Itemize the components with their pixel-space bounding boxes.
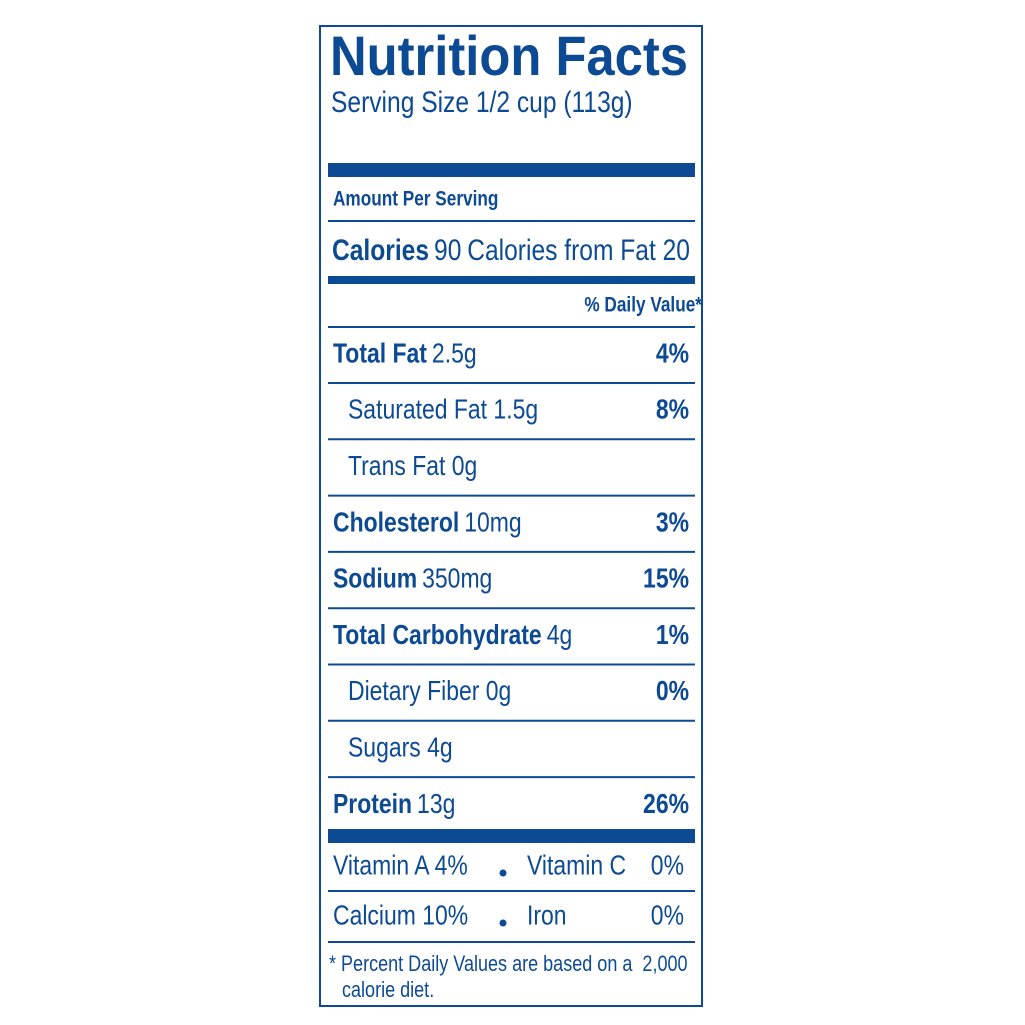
daily-value-header: % Daily Value* (584, 294, 702, 317)
daily-value: 1% (656, 620, 689, 651)
nutrient-name: Saturated Fat 1.5g (348, 395, 538, 426)
vitamin-right-dv: 0% (651, 850, 684, 881)
daily-value: 26% (643, 789, 689, 820)
thick-rule (328, 163, 695, 177)
title: Nutrition Facts (330, 24, 688, 86)
vitamin-right-name: Iron (527, 900, 567, 931)
vitamin-left: Vitamin A 4% (333, 850, 468, 881)
calories-from-fat: Calories from Fat 20 (467, 233, 690, 267)
amount-per-serving: Amount Per Serving (333, 188, 498, 211)
footnote: calorie diet. (342, 978, 434, 1002)
nutrient-name: Total Carbohydrate (333, 620, 542, 651)
footnote: * Percent Daily Values are based on a 2,… (329, 952, 688, 976)
nutrient-name: Protein (333, 789, 412, 820)
daily-value: 15% (643, 564, 689, 595)
nutrient-name: Trans Fat 0g (348, 451, 477, 482)
nutrient-amount: 13g (417, 789, 455, 820)
calories-label: Calories (332, 233, 429, 267)
daily-value: 4% (656, 338, 689, 369)
nutrient-amount: 350mg (422, 564, 492, 595)
daily-value: 8% (656, 395, 689, 426)
daily-value: 3% (656, 507, 689, 538)
nutrient-amount: 10mg (464, 507, 521, 538)
vitamin-left: Calcium 10% (333, 900, 468, 931)
nutrient-name: Dietary Fiber 0g (348, 676, 511, 707)
vitamin-right-dv: 0% (651, 900, 684, 931)
bullet (499, 869, 507, 877)
nutrient-name: Cholesterol (333, 507, 459, 538)
nutrient-name: Sugars 4g (348, 732, 453, 763)
daily-value: 0% (656, 676, 689, 707)
calories-value: 90 (434, 233, 461, 267)
bullet (499, 919, 507, 927)
serving-size: Serving Size 1/2 cup (113g) (331, 85, 633, 119)
label-border (319, 25, 703, 1007)
nutrient-amount: 4g (547, 620, 573, 651)
nutrient-name: Sodium (333, 564, 417, 595)
thick-rule (328, 829, 695, 843)
nutrient-amount: 2.5g (432, 338, 477, 369)
vitamin-right-name: Vitamin C (527, 850, 626, 881)
medium-rule (328, 276, 695, 284)
nutrient-name: Total Fat (333, 338, 427, 369)
